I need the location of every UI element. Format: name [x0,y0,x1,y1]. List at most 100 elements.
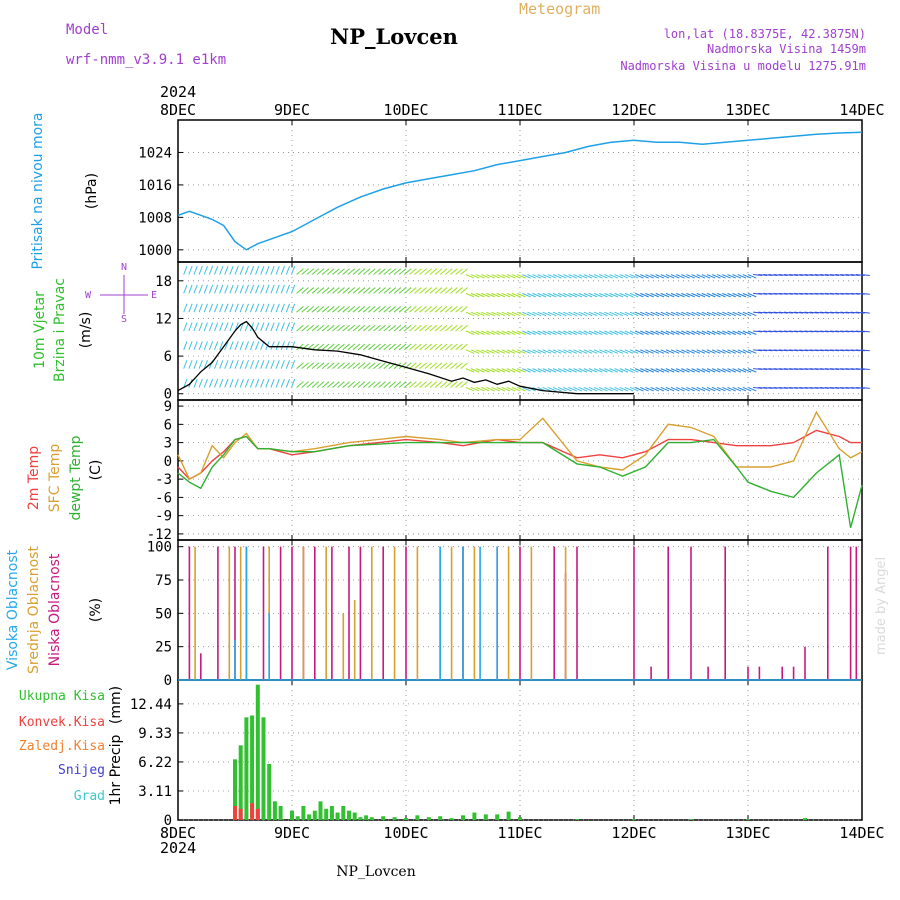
wind-barb [840,274,850,276]
wind-barb [732,368,742,373]
wind-barb [563,292,572,298]
wind-barb [835,368,845,371]
wind-barb [552,349,562,354]
wind-barb [434,287,443,294]
wind-barb [465,292,475,298]
wind-barb [378,268,386,275]
wind-barb [814,311,824,314]
wind-barb [542,311,552,317]
wind-barb [634,311,644,317]
pressure-tick-label: 1008 [138,210,172,226]
wind-barb [445,381,453,388]
wind-barb [398,306,407,313]
wind-barb [706,292,716,298]
wind-barb [481,368,490,373]
temp-tick-label: -3 [155,472,172,488]
wind-barb [604,349,613,354]
precip-bar [689,819,693,820]
temp-tick-label: -9 [155,509,172,525]
wind-barb [634,368,644,373]
wind-barb [783,386,793,389]
wind-barb [706,274,716,279]
wind-barb [301,287,309,294]
wind-barb [547,330,557,335]
wind-barb [450,343,458,351]
wind-tick-label: 12 [155,311,172,327]
wind-barb [475,368,485,373]
wind-barb [665,349,675,354]
wind-barb [496,386,506,392]
wind-barb [532,349,542,354]
wind-barb [568,368,577,373]
wind-barb [419,324,427,332]
wind-barb [645,386,654,392]
precip-bar [278,806,283,820]
wind-barb [819,386,829,389]
wind-barb [763,330,773,333]
wind-barb [270,378,275,388]
wind-barb [501,274,511,279]
wind-barb [547,274,557,279]
wind-barb [660,349,670,354]
cloud-tick-label: 25 [155,640,172,656]
wind-barb [650,386,660,392]
wind-barb [460,268,468,275]
wind-barb [578,311,588,317]
wind-barb [275,303,280,313]
wind-barb [203,322,208,332]
wind-barb [860,368,870,371]
wind-barb [234,284,239,294]
wind-barb [563,274,572,279]
wind-barb [660,311,670,317]
pressure-tick-label: 1024 [138,145,172,161]
wind-barb [670,311,680,317]
wind-barb [588,349,598,354]
wind-barb [260,303,265,313]
wind-barb [301,362,309,370]
wind-barb [332,381,340,388]
wind-barb [722,292,731,298]
wind-barb [753,330,763,333]
wind-barb [645,349,654,354]
wind-barb [711,274,721,279]
wind-barb [193,322,198,332]
wind-barb [593,386,603,392]
wind-barb [537,368,547,373]
precip-bar [244,717,249,820]
wind-barb [306,362,315,370]
x-tick-label-top: 14DEC [839,101,884,119]
wind-barb [342,324,350,332]
wind-barb [527,349,536,354]
wind-barb [290,341,296,350]
wind-barb [845,274,855,276]
wind-barb [470,274,480,279]
wind-barb [835,330,845,333]
wind-barb [568,349,577,354]
wind-barb [393,268,402,275]
wind-barb [275,322,280,332]
wind-barb [475,274,485,279]
wind-barb [424,343,433,351]
wind-barb [193,341,198,350]
wind-barb [588,311,598,317]
wind-barb [296,381,304,388]
wind-barb [799,386,809,389]
wind-barb [465,386,475,392]
precip-bar [347,810,351,820]
wind-barb [604,274,613,279]
wind-barb [737,311,747,317]
wind-barb [342,343,350,351]
wind-barb [285,303,291,313]
wind-barb [362,306,371,313]
wind-barb [629,330,639,335]
wind-barb [214,322,219,332]
wind-barb [711,386,721,392]
wind-barb [470,330,480,335]
wind-barb [486,386,495,392]
wind-barb [450,381,458,388]
wind-barb [398,362,407,370]
wind-barb [819,330,829,333]
wind-barb [701,311,711,317]
wind-barb [691,349,701,354]
wind-barb [588,274,598,279]
